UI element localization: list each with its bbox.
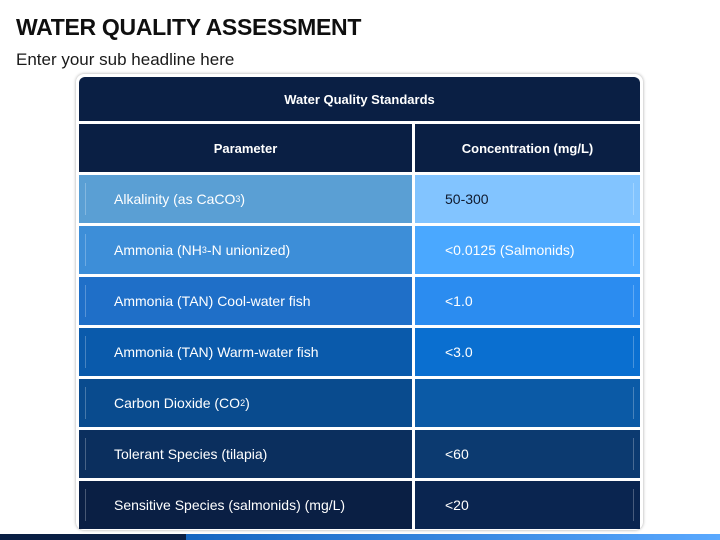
table-row-parameter: Alkalinity (as CaCO 3) (79, 175, 412, 223)
parameter-text: Tolerant Species (tilapia) (114, 446, 268, 462)
page-title: WATER QUALITY ASSESSMENT (16, 14, 362, 40)
footer-bar-gradient (186, 534, 720, 540)
table-caption: Water Quality Standards (79, 77, 640, 121)
parameter-text-suffix: -N unionized) (206, 242, 291, 258)
parameter-text: Sensitive Species (salmonids) (mg/L) (114, 497, 346, 513)
table-row-value: <0.0125 (Salmonids) (415, 226, 640, 274)
table-row-value: <60 (415, 430, 640, 478)
table-row-parameter: Ammonia (TAN) Cool-water fish (79, 277, 412, 325)
parameter-text-suffix: ) (245, 395, 250, 411)
header-concentration: Concentration (mg/L) (415, 124, 640, 172)
table-row-value: 50-300 (415, 175, 640, 223)
table-row-parameter: Ammonia (TAN) Warm-water fish (79, 328, 412, 376)
parameter-text-suffix: ) (240, 191, 246, 207)
table-frame: Water Quality Standards Parameter Concen… (76, 74, 643, 530)
footer-bar-dark (0, 534, 186, 540)
page-subtitle: Enter your sub headline here (16, 50, 235, 69)
table-row-value (415, 379, 640, 427)
table-row-parameter: Ammonia (NH 3 -N unionized) (79, 226, 412, 274)
table-row-parameter: Carbon Dioxide (CO 2) (79, 379, 412, 427)
parameter-text: Ammonia (TAN) Warm-water fish (114, 344, 319, 360)
parameter-text: Carbon Dioxide (CO (114, 395, 241, 411)
parameter-text: Ammonia (TAN) Cool-water fish (114, 293, 311, 309)
table-row-value: <1.0 (415, 277, 640, 325)
header-parameter: Parameter (79, 124, 412, 172)
parameter-text: Alkalinity (as CaCO (114, 191, 236, 207)
table-row-value: <3.0 (415, 328, 640, 376)
table-row-value: <20 (415, 481, 640, 529)
table-row-parameter: Tolerant Species (tilapia) (79, 430, 412, 478)
table-row-parameter: Sensitive Species (salmonids) (mg/L) (79, 481, 412, 529)
parameter-text: Ammonia (NH (114, 242, 202, 258)
